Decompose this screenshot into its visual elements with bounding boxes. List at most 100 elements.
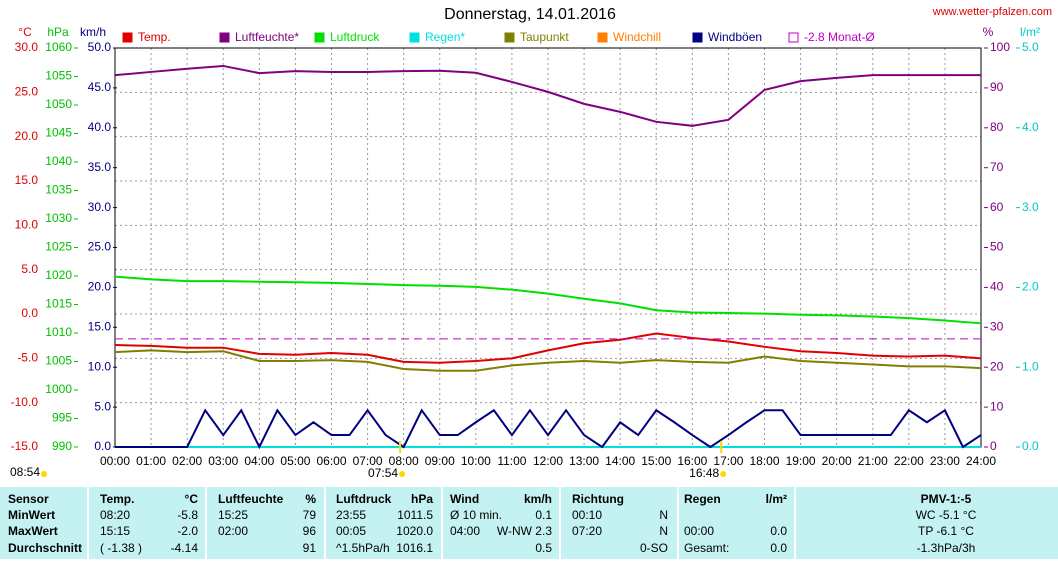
table-cell: -5.8 [177, 508, 198, 522]
table-header: Wind [450, 492, 479, 506]
x-tick-label: 01:00 [136, 454, 166, 468]
table-cell: 1011.5 [397, 508, 433, 522]
y-tick-label: 25.0 [15, 85, 39, 99]
table-cell: 0.0 [770, 541, 787, 555]
table-header: Luftdruck [336, 492, 392, 506]
y-tick-label: 1030 [45, 211, 72, 225]
table-header: Regen [684, 492, 721, 506]
legend-swatch [122, 32, 133, 43]
table-cell: 15:25 [218, 508, 248, 522]
legend-swatch [409, 32, 420, 43]
legend-label: Windchill [613, 30, 661, 44]
legend-swatch [597, 32, 608, 43]
table-cell: 15:15 [100, 524, 130, 538]
table-bg [0, 487, 1058, 559]
left-note: 08:54 [10, 465, 40, 479]
x-tick-label: 23:00 [930, 454, 960, 468]
x-tick-label: 00:00 [100, 454, 130, 468]
sun-time: 16:48 [689, 466, 719, 480]
legend-label: Windböen [708, 30, 762, 44]
site: www.wetter-pfalzen.com [932, 6, 1052, 18]
series-line [114, 349, 982, 372]
table-cell: ( -1.38 ) [100, 541, 142, 555]
legend-swatch [504, 32, 515, 43]
table-cell: Gesamt: [684, 541, 729, 555]
series-line [114, 64, 981, 127]
table-cell: 23:55 [336, 508, 366, 522]
table-cell: 00:05 [336, 524, 366, 538]
chart-title: Donnerstag, 14.01.2016 [444, 6, 616, 23]
table-cell: TP -6.1 °C [918, 524, 974, 538]
table-cell: 08:20 [100, 508, 130, 522]
y-tick-label: 10.0 [15, 218, 39, 232]
y-tick-label: 15.0 [88, 319, 112, 333]
table-header: l/m² [766, 492, 787, 506]
y-tick-label: 995 [52, 411, 72, 425]
sun-icon [41, 471, 47, 477]
sun-time: 07:54 [368, 466, 398, 480]
series-line [114, 275, 982, 325]
y-tick-label: 4.0 [1022, 120, 1039, 134]
table-cell: 1020.0 [396, 524, 433, 538]
table-cell: MaxWert [8, 524, 58, 538]
sun-icon [399, 471, 406, 477]
y-tick-label: 1040 [45, 154, 72, 168]
x-tick-label: 19:00 [786, 454, 816, 468]
table-cell: N [659, 508, 668, 522]
y-tick-label: 1035 [45, 183, 72, 197]
table-cell: N [659, 524, 668, 538]
table-header: Temp. [100, 492, 134, 506]
y-tick-label: 2.0 [1022, 280, 1039, 294]
table-cell: MinWert [8, 508, 55, 522]
axis-unit: l/m² [1020, 25, 1040, 39]
y-tick-label: 40 [990, 280, 1004, 294]
y-tick-label: 35.0 [88, 160, 112, 174]
y-tick-label: 70 [990, 160, 1004, 174]
table-cell: 0-SO [640, 541, 668, 555]
legend-label: Luftfeuchte* [235, 30, 299, 44]
legend-label: Temp. [138, 30, 171, 44]
y-tick-label: 5.0 [1022, 40, 1039, 54]
table-header: Richtung [572, 492, 624, 506]
table-cell: ^1.5hPa/h [336, 541, 390, 555]
axis-unit: km/h [80, 25, 106, 39]
y-tick-label: 1.0 [1022, 359, 1039, 373]
x-tick-label: 11:00 [497, 454, 526, 468]
table-cell: 02:00 [218, 524, 248, 538]
x-tick-label: 03:00 [208, 454, 238, 468]
table-cell: -2.0 [177, 524, 198, 538]
axis-unit: °C [18, 25, 32, 39]
y-tick-label: 60 [990, 200, 1004, 214]
legend-swatch [692, 32, 703, 43]
y-tick-label: 30 [990, 319, 1004, 333]
y-tick-label: 0.0 [1022, 439, 1039, 453]
y-tick-label: 3.0 [1022, 200, 1039, 214]
table-cell: 00:00 [684, 524, 714, 538]
y-tick-label: 1025 [45, 240, 72, 254]
table-cell: 0.0 [770, 524, 787, 538]
y-tick-label: -5.0 [17, 351, 38, 365]
y-tick-label: 10.0 [88, 359, 112, 373]
y-tick-label: 0.0 [21, 306, 38, 320]
y-tick-label: 1060 [45, 40, 72, 54]
y-tick-label: 50.0 [88, 40, 112, 54]
axis-unit: % [983, 25, 994, 39]
x-tick-label: 18:00 [749, 454, 779, 468]
y-tick-label: 1005 [45, 354, 72, 368]
y-tick-label: 0 [990, 439, 997, 453]
y-tick-label: 90 [990, 80, 1004, 94]
table-cell: WC -5.1 °C [916, 508, 977, 522]
x-tick-label: 21:00 [858, 454, 888, 468]
table-cell: Ø 10 min. [450, 508, 502, 522]
table-cell: 0.5 [535, 541, 552, 555]
table-header: °C [185, 492, 199, 506]
legend-swatch [314, 32, 325, 43]
table-cell: Durchschnitt [8, 541, 82, 555]
series-line [114, 332, 982, 364]
legend-label: Taupunkt [520, 30, 569, 44]
plot-frame [114, 47, 982, 448]
x-tick-label: 20:00 [822, 454, 852, 468]
legend-swatch [788, 32, 799, 43]
table-cell: 96 [303, 524, 317, 538]
